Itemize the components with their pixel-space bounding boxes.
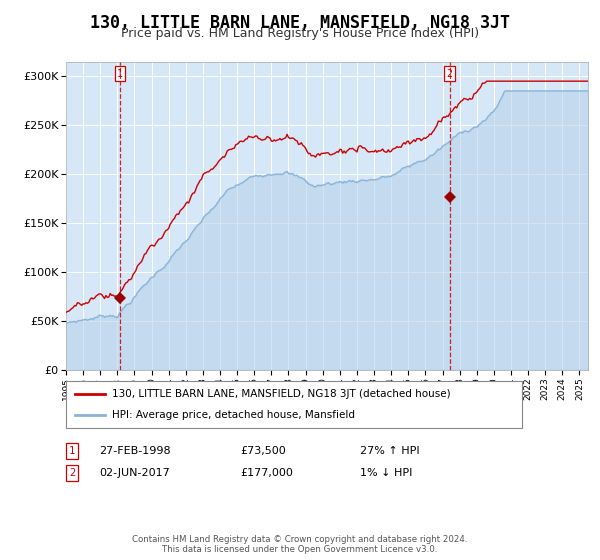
Text: 130, LITTLE BARN LANE, MANSFIELD, NG18 3JT: 130, LITTLE BARN LANE, MANSFIELD, NG18 3… — [90, 14, 510, 32]
Text: 1% ↓ HPI: 1% ↓ HPI — [360, 468, 412, 478]
Text: 2: 2 — [69, 468, 75, 478]
Text: 27-FEB-1998: 27-FEB-1998 — [99, 446, 170, 456]
Text: Price paid vs. HM Land Registry's House Price Index (HPI): Price paid vs. HM Land Registry's House … — [121, 27, 479, 40]
Text: 130, LITTLE BARN LANE, MANSFIELD, NG18 3JT (detached house): 130, LITTLE BARN LANE, MANSFIELD, NG18 3… — [112, 389, 450, 399]
Text: Contains HM Land Registry data © Crown copyright and database right 2024.
This d: Contains HM Land Registry data © Crown c… — [132, 535, 468, 554]
Text: 27% ↑ HPI: 27% ↑ HPI — [360, 446, 419, 456]
Text: 1: 1 — [69, 446, 75, 456]
Text: 02-JUN-2017: 02-JUN-2017 — [99, 468, 170, 478]
Text: £177,000: £177,000 — [240, 468, 293, 478]
Text: 1: 1 — [117, 69, 123, 79]
Text: HPI: Average price, detached house, Mansfield: HPI: Average price, detached house, Mans… — [112, 410, 355, 420]
FancyBboxPatch shape — [66, 381, 522, 428]
Text: £73,500: £73,500 — [240, 446, 286, 456]
Text: 2: 2 — [447, 69, 452, 79]
